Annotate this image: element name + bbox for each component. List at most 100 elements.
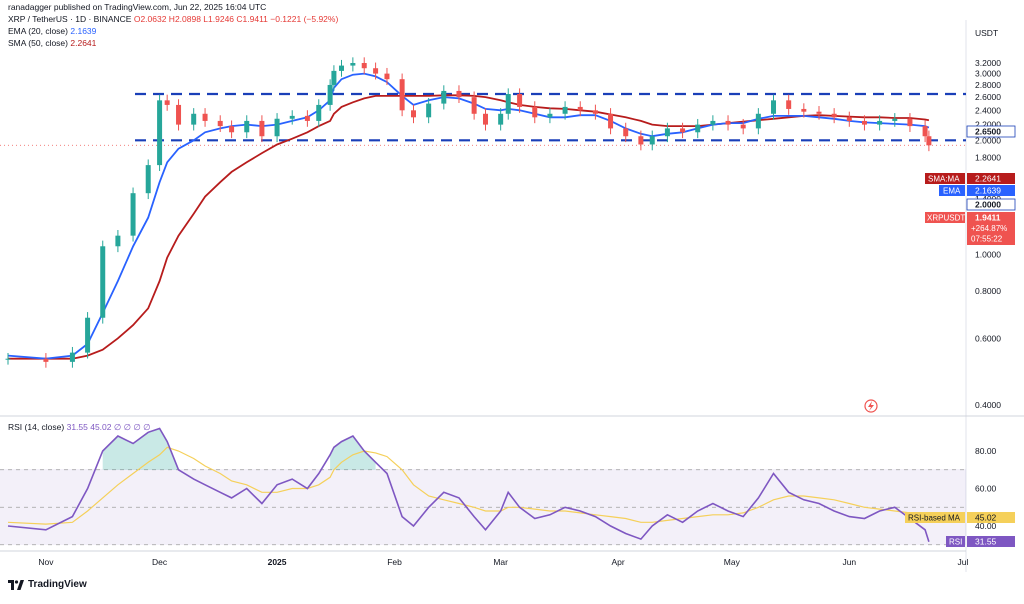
candle-body [922, 126, 928, 137]
sma-badge-value: 2.2641 [975, 174, 1001, 184]
candle-body [771, 100, 777, 114]
ema-badge: EMA 2.1639 [939, 185, 1015, 196]
ema20-line [7, 72, 930, 360]
rsi-ma-badge-name: RSI-based MA [908, 514, 961, 523]
rsi-value-badge: RSI 31.55 [946, 536, 1015, 547]
rsi-reference-lines [0, 469, 966, 546]
rsi-axis: 80.00 60.00 40.00 [975, 446, 997, 531]
candle-body [471, 97, 477, 114]
candle-body [532, 106, 538, 118]
price-badge-change: +264.87% [971, 224, 1007, 233]
candle-body [361, 63, 367, 69]
candle-body [426, 103, 432, 118]
candle-body [505, 94, 511, 114]
candle-body [217, 120, 223, 127]
rsi-values: 31.55 45.02 ∅ ∅ ∅ ∅ [66, 422, 151, 432]
candle-body [816, 111, 822, 114]
candle-body [577, 106, 583, 111]
candle-body [316, 104, 322, 121]
support-badge-label: 2.0000 [975, 200, 1001, 210]
rsi-tick-label: 40.00 [975, 521, 997, 531]
candle-body [43, 358, 49, 362]
price-tick-label: 3.0000 [975, 69, 1001, 79]
candle-body [289, 115, 295, 119]
support-badge: 2.0000 [966, 198, 1016, 211]
candle-body [695, 124, 701, 133]
candle-body [176, 104, 182, 125]
resistance-badge: 2.6500 [966, 125, 1016, 138]
price-tick-label: 2.6000 [975, 92, 1001, 102]
rsi-label: RSI (14, close) [8, 422, 65, 432]
candle-body [191, 113, 197, 125]
ema-badge-value: 2.1639 [975, 186, 1001, 196]
candle-body [649, 136, 655, 145]
candle-body [456, 90, 462, 98]
brand-label: TradingView [28, 579, 87, 590]
time-axis-label: Nov [38, 557, 54, 567]
rsi-value-badge-name: RSI [949, 538, 962, 547]
candle-body [202, 113, 208, 121]
candle-body [85, 317, 91, 353]
legend-ema-row[interactable]: EMA (20, close) 2.1639 [8, 26, 96, 37]
candle-body [907, 118, 913, 127]
candle-body [259, 120, 265, 137]
ohlc-values: O2.0632 H2.0898 L1.9246 C1.9411 −0.1221 … [133, 14, 339, 24]
candle-body [164, 100, 170, 105]
candle-body [373, 68, 379, 74]
price-tick-label: 0.8000 [975, 286, 1001, 296]
candle-body [145, 165, 151, 194]
legend-rsi-row[interactable]: RSI (14, close) 31.55 45.02 ∅ ∅ ∅ ∅ [8, 422, 151, 433]
candle-body [5, 358, 11, 360]
candle-body [680, 128, 686, 133]
candle-body [69, 352, 75, 362]
price-tick-label: 2.0000 [975, 135, 1001, 145]
sma-label: SMA (50, close) [8, 38, 68, 48]
candle-body [244, 120, 250, 133]
symbol-label[interactable]: XRP / TetherUS · 1D · BINANCE [8, 14, 132, 24]
price-tick-label: 1.8000 [975, 153, 1001, 163]
candle-body [517, 94, 523, 107]
time-axis-label: Jul [958, 557, 969, 567]
price-tick-label: 2.8000 [975, 80, 1001, 90]
ema-badge-name: EMA [943, 187, 961, 196]
candle-body [608, 113, 614, 129]
candle-body [562, 106, 568, 114]
candle-body [725, 120, 731, 125]
rsi-overbought-fill [102, 428, 376, 470]
tradingview-logo-icon [8, 579, 24, 590]
price-tick-label: 0.4000 [975, 400, 1001, 410]
candle-body [157, 100, 163, 166]
lightning-icon[interactable] [864, 399, 878, 413]
rsi-ma-badge: RSI-based MA 45.02 [905, 512, 1015, 523]
legend-sma-row[interactable]: SMA (50, close) 2.2641 [8, 38, 96, 49]
price-badge: XRPUSDT 1.9411 +264.87% 07:55:22 [925, 212, 1015, 245]
candles [5, 57, 932, 368]
candle-body [877, 120, 883, 125]
candle-body [755, 113, 761, 129]
candle-body [892, 118, 898, 121]
candle-body [740, 124, 746, 129]
rsi-ma-badge-value: 45.02 [975, 513, 997, 523]
price-badge-price: 1.9411 [975, 213, 1001, 223]
candle-body [547, 113, 553, 118]
tradingview-brand[interactable]: TradingView [8, 579, 87, 590]
candle-body [115, 235, 121, 247]
sma-value: 2.2641 [70, 38, 97, 48]
candle-body [801, 108, 807, 112]
resistance-badge-label: 2.6500 [975, 127, 1001, 137]
price-tick-label: 1.0000 [975, 249, 1001, 259]
price-tick-label: 0.6000 [975, 333, 1001, 343]
candle-body [710, 120, 716, 125]
sma-badge-name: SMA:MA [928, 175, 960, 184]
time-axis-label: May [724, 557, 741, 567]
time-axis-label: 2025 [268, 557, 287, 567]
candle-body [338, 65, 344, 71]
time-axis[interactable]: Nov Dec 2025 Feb Mar Apr May Jun Jul [38, 557, 968, 567]
candle-body [482, 113, 488, 125]
candle-body [274, 118, 280, 137]
price-tick-label: 2.4000 [975, 105, 1001, 115]
sma50-line [8, 94, 930, 360]
candle-body [350, 63, 356, 66]
